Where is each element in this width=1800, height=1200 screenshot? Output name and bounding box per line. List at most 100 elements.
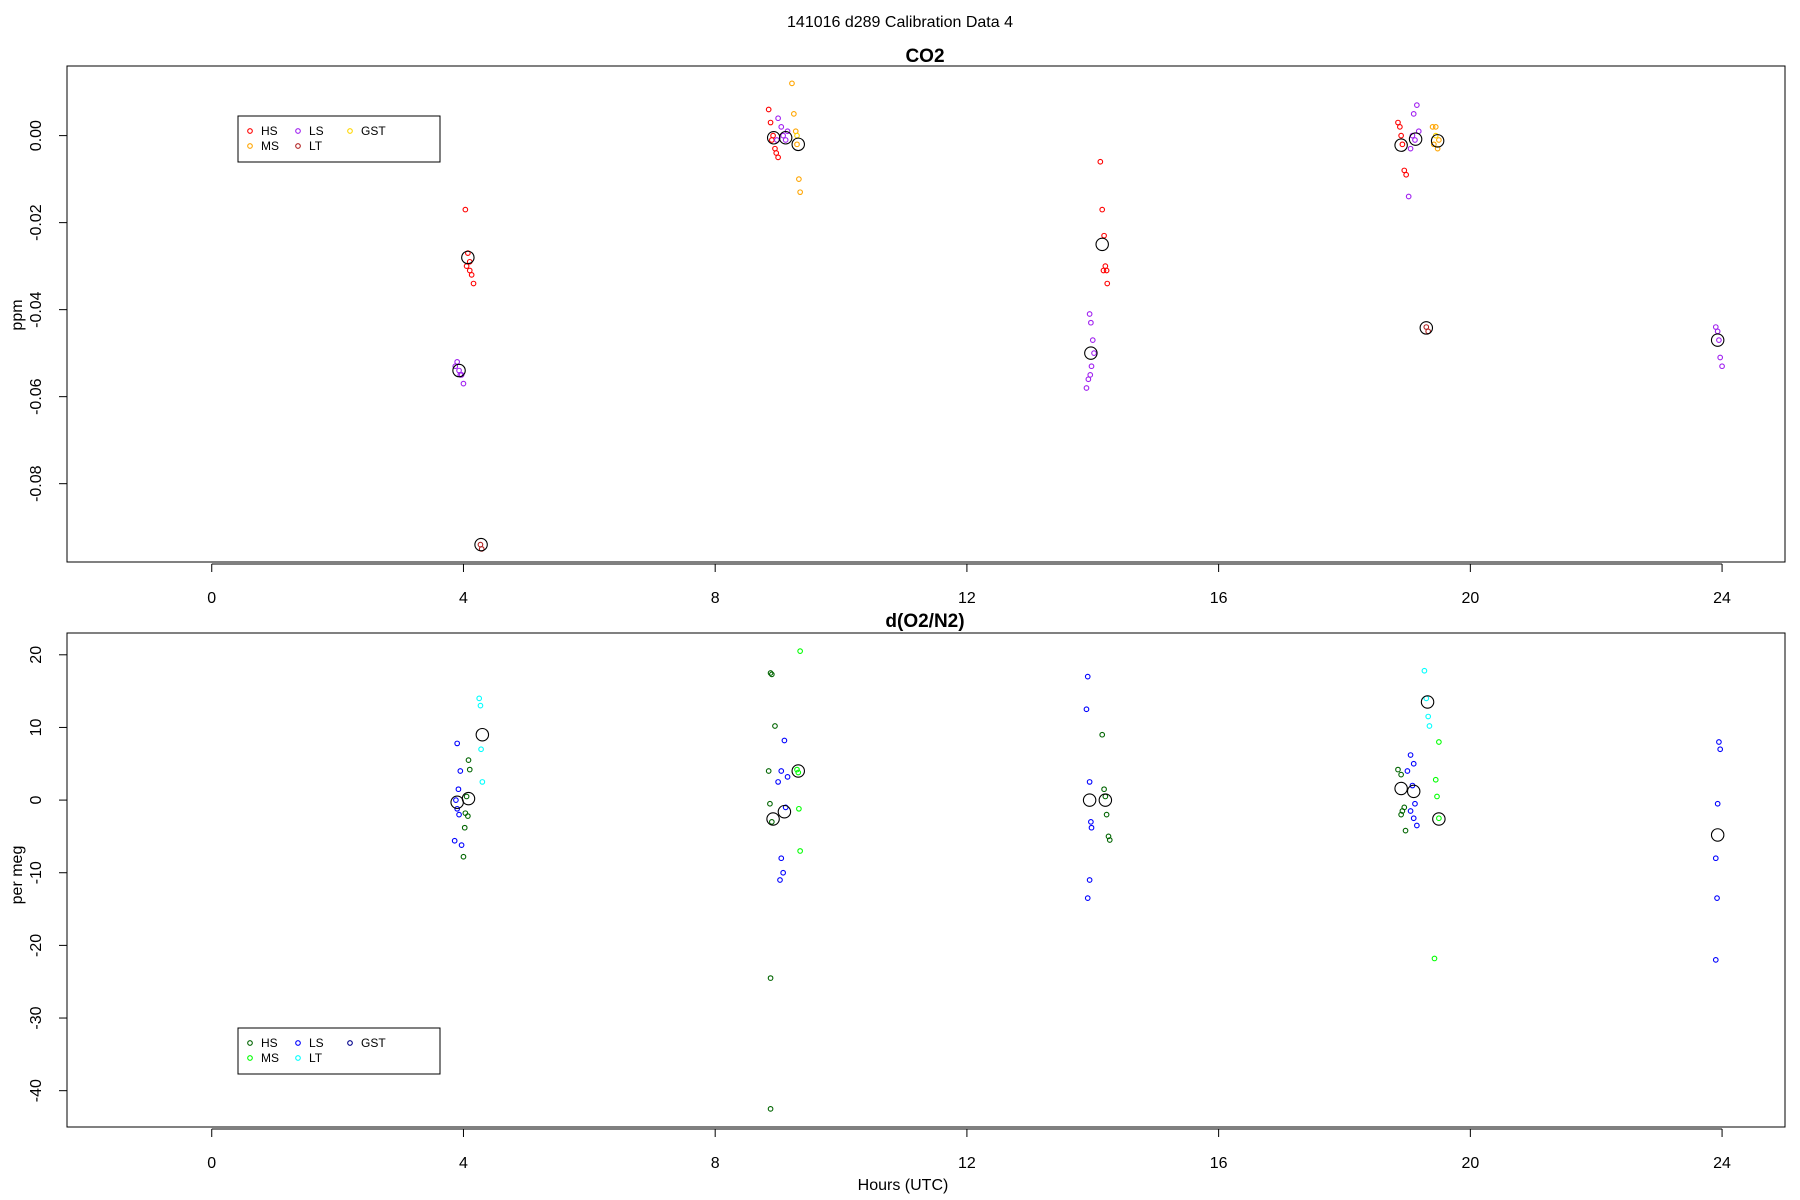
- series-ms: [789, 80, 1442, 196]
- data-point: [1425, 713, 1432, 720]
- data-point: [1104, 280, 1111, 287]
- x-tick-label: 12: [958, 590, 976, 607]
- x-tick-label: 0: [207, 1155, 216, 1172]
- data-point: [1083, 706, 1090, 713]
- data-point: [476, 695, 483, 702]
- y-tick-label: -20: [28, 934, 45, 957]
- legend-marker: [295, 1055, 301, 1061]
- mean-marker: [1084, 346, 1098, 360]
- mean-marker: [475, 727, 490, 742]
- data-point: [465, 813, 471, 819]
- data-point: [1106, 837, 1113, 843]
- data-point: [1412, 137, 1418, 143]
- data-point: [767, 975, 774, 981]
- legend-marker: [295, 128, 301, 134]
- data-point: [458, 842, 465, 848]
- data-point: [794, 132, 800, 139]
- data-point: [1088, 824, 1095, 831]
- data-point: [1421, 667, 1428, 674]
- data-point: [797, 189, 803, 196]
- data-point: [767, 1105, 774, 1112]
- x-tick-label: 24: [1713, 590, 1731, 607]
- legend-label: HS: [261, 124, 278, 138]
- data-point: [778, 768, 785, 774]
- data-point: [781, 737, 788, 744]
- data-point: [1105, 833, 1112, 840]
- data-point: [1103, 811, 1110, 818]
- data-point: [1086, 877, 1093, 883]
- data-point: [479, 779, 486, 785]
- data-point: [767, 670, 774, 676]
- data-point: [1436, 815, 1442, 822]
- data-point: [796, 805, 802, 812]
- series-gst: [794, 132, 1439, 139]
- mean-marker: [791, 137, 806, 152]
- data-point: [772, 723, 778, 729]
- x-axis-label: Hours (UTC): [858, 1177, 949, 1194]
- data-point: [1436, 739, 1442, 745]
- data-point: [1436, 137, 1442, 143]
- data-point: [1088, 819, 1094, 825]
- data-point: [1089, 337, 1096, 343]
- data-point: [1407, 752, 1414, 758]
- mean-marker: [791, 764, 806, 778]
- co2-chart-title: CO2: [905, 46, 944, 67]
- data-point: [765, 106, 772, 113]
- data-point: [466, 766, 473, 773]
- mean-marker: [1432, 812, 1446, 826]
- legend-marker: [247, 1040, 253, 1046]
- data-point: [778, 855, 785, 862]
- legend-label: LS: [309, 1036, 324, 1050]
- data-point: [463, 263, 470, 269]
- x-tick-label: 8: [711, 1155, 720, 1172]
- data-point: [1714, 800, 1721, 807]
- data-point: [1719, 363, 1725, 370]
- x-axis: 0 4 8 12 16 20 24: [207, 1128, 1731, 1172]
- series-hs: [462, 106, 1410, 287]
- data-point: [797, 648, 803, 655]
- data-point: [1410, 111, 1417, 117]
- mean-marker: [461, 791, 476, 806]
- y-tick-label: 0.00: [28, 120, 45, 151]
- series-hs: [460, 670, 1409, 1112]
- data-point: [1429, 124, 1436, 130]
- mean-marker: [1419, 321, 1434, 335]
- x-tick-label: 4: [459, 1155, 468, 1172]
- data-point: [1084, 895, 1091, 902]
- data-point: [463, 793, 470, 800]
- data-point: [1716, 337, 1722, 343]
- data-point: [784, 773, 791, 780]
- mean-marker: [778, 131, 793, 145]
- data-point: [1397, 124, 1403, 130]
- data-point: [796, 176, 802, 182]
- legend-label: GST: [361, 124, 386, 138]
- y-tick-label: -0.02: [28, 204, 45, 241]
- legend-label: LT: [309, 1051, 323, 1065]
- data-point: [451, 837, 458, 844]
- data-point: [461, 824, 468, 831]
- series-ls: [451, 673, 1724, 963]
- data-point: [456, 811, 462, 818]
- data-point: [1398, 771, 1404, 778]
- data-point: [1712, 855, 1719, 862]
- data-point: [1414, 102, 1420, 109]
- mean-marker: [1710, 333, 1725, 347]
- mean-marker: [450, 795, 464, 810]
- data-point: [1099, 731, 1106, 738]
- y-axis: 0.00 -0.02 -0.04 -0.06 -0.08: [28, 120, 67, 502]
- y-tick-label: 20: [28, 646, 45, 664]
- co2-panel: CO2 ppm 0 4 8 12 16 20 24 0.00 -0.02 -0.04 -0.06 -0…: [9, 46, 1786, 607]
- data-point: [1426, 723, 1433, 729]
- data-point: [768, 819, 775, 825]
- data-point: [478, 746, 484, 753]
- data-point: [1714, 895, 1720, 902]
- data-point: [460, 380, 467, 387]
- data-point: [1097, 158, 1104, 165]
- legend-marker: [347, 128, 353, 134]
- data-point: [1407, 145, 1414, 152]
- data-point: [1431, 955, 1438, 962]
